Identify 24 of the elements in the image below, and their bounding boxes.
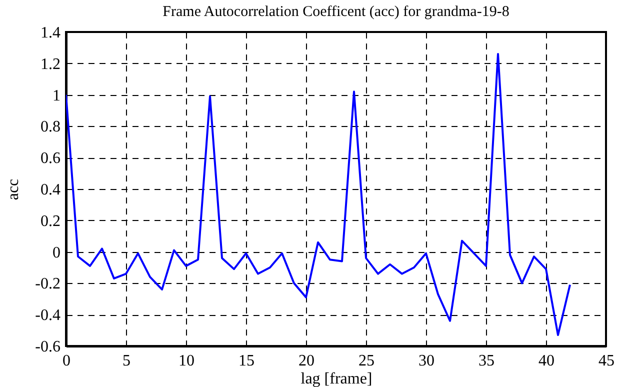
x-tick-label: 25: [358, 352, 374, 370]
x-axis-title: lag [frame]: [300, 370, 372, 387]
x-tick-label: 15: [238, 352, 254, 370]
x-tick-label: 20: [298, 352, 314, 370]
x-tick-label: 40: [538, 352, 554, 370]
y-tick-label: -0.6: [35, 338, 60, 356]
x-tick-label: 35: [478, 352, 494, 370]
x-tick-label: 30: [418, 352, 434, 370]
y-tick-label: 1.4: [40, 24, 60, 42]
y-tick-label: 0.8: [40, 118, 60, 136]
y-tick-label: 0: [52, 244, 60, 262]
x-tick-label: 10: [178, 352, 194, 370]
y-tick-label: 0.2: [40, 212, 60, 230]
y-tick-label: 0.4: [40, 182, 60, 198]
y-tick-label: 1: [52, 87, 60, 104]
y-axis-title: acc: [5, 178, 22, 200]
y-tick-label: 1.2: [40, 56, 60, 73]
y-tick-label: -0.2: [35, 276, 60, 293]
x-tick-label: 45: [598, 352, 614, 370]
chart-title: Frame Autocorrelation Coefficent (acc) for grandma-19-8: [162, 4, 510, 20]
y-tick-label: 0.6: [40, 150, 60, 168]
line-series: [66, 52, 571, 336]
x-tick-label: 5: [122, 352, 130, 370]
y-tick-label: -0.4: [35, 307, 60, 324]
